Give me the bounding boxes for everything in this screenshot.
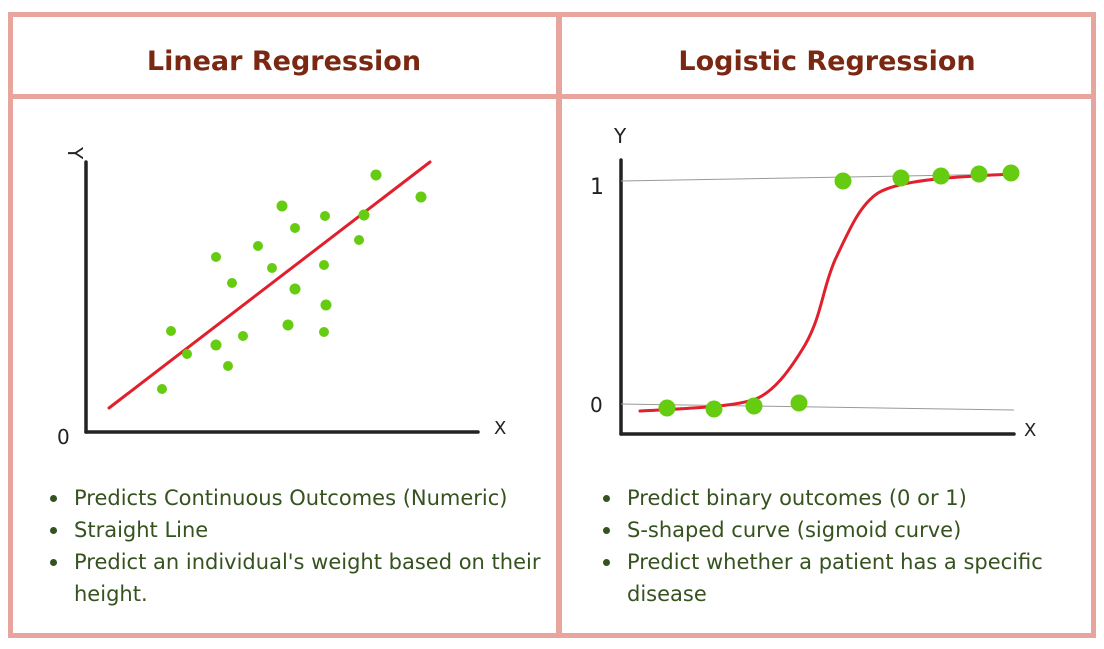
- linear-regression-title: Linear Regression: [146, 46, 422, 77]
- sigmoid-curve: [638, 172, 1014, 413]
- data-point: [745, 397, 763, 415]
- panel-divider: [556, 14, 562, 636]
- data-point: [320, 299, 332, 311]
- logistic-tick-zero: 0: [590, 393, 603, 417]
- data-point: [211, 252, 221, 262]
- data-point: [253, 241, 263, 251]
- data-point: [370, 169, 382, 181]
- logistic-plot: Y X 1 0: [590, 124, 1036, 441]
- data-point: [157, 384, 167, 394]
- data-point: [223, 361, 233, 371]
- data-point: [166, 326, 176, 336]
- linear-plot: Y X 0: [57, 146, 506, 449]
- data-point: [932, 167, 950, 185]
- logistic-y-label: Y: [613, 124, 627, 148]
- linear-bullet-item: Straight Line: [50, 514, 579, 546]
- data-point: [267, 263, 277, 273]
- logistic-bullet-list: Predict binary outcomes (0 or 1) S-shape…: [585, 482, 1104, 610]
- data-point: [282, 319, 294, 331]
- data-point: [415, 191, 427, 203]
- data-point: [182, 349, 192, 359]
- data-point: [319, 327, 329, 337]
- data-point: [970, 165, 988, 183]
- outer-frame: [8, 12, 1096, 638]
- data-point: [658, 399, 676, 417]
- data-point: [276, 200, 288, 212]
- linear-data-points: [157, 169, 427, 394]
- data-point: [290, 223, 300, 233]
- lower-reference-line: [620, 403, 1015, 411]
- data-point: [238, 331, 248, 341]
- logistic-bullet-item: Predict whether a patient has a specific…: [603, 546, 1104, 610]
- linear-fit-line: [107, 160, 432, 410]
- data-point: [354, 235, 364, 245]
- linear-x-label: X: [494, 418, 506, 439]
- data-point: [1002, 164, 1020, 182]
- data-point: [319, 260, 329, 270]
- logistic-bullet-item: S-shaped curve (sigmoid curve): [603, 514, 1104, 546]
- data-point: [790, 394, 808, 412]
- linear-bullet-item: Predicts Continuous Outcomes (Numeric): [50, 482, 579, 514]
- linear-origin-label: 0: [57, 425, 70, 449]
- linear-bullet-list: Predicts Continuous Outcomes (Numeric) S…: [32, 482, 579, 610]
- linear-bullet-item: Predict an individual's weight based on …: [50, 546, 579, 610]
- linear-y-label: Y: [63, 146, 87, 160]
- header-divider: [10, 94, 1094, 99]
- logistic-regression-title: Logistic Regression: [678, 46, 976, 77]
- logistic-tick-one: 1: [590, 175, 604, 200]
- logistic-data-points: [658, 164, 1020, 418]
- data-point: [358, 209, 370, 221]
- data-point: [210, 339, 222, 351]
- data-point: [227, 278, 237, 288]
- data-point: [320, 211, 330, 221]
- data-point: [834, 172, 852, 190]
- data-point: [289, 283, 301, 295]
- data-point: [892, 169, 910, 187]
- logistic-bullet-item: Predict binary outcomes (0 or 1): [603, 482, 1104, 514]
- logistic-x-label: X: [1024, 420, 1036, 441]
- regression-diagrams: Y X 0: [57, 124, 1036, 449]
- data-point: [705, 400, 723, 418]
